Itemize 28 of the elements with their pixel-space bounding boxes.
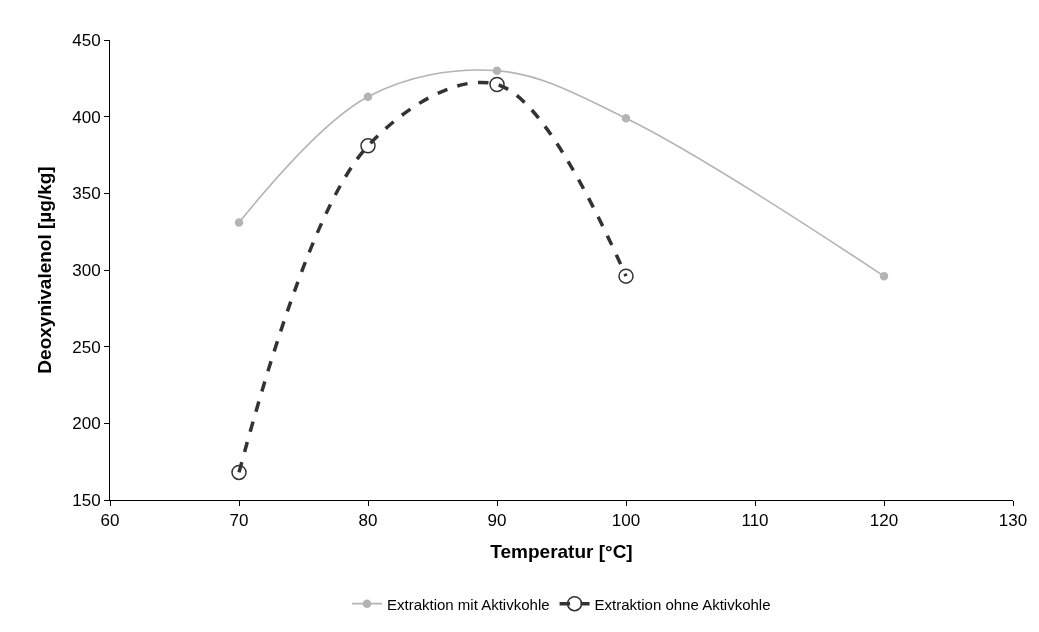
x-tick-label: 130 — [998, 511, 1028, 531]
point — [618, 268, 634, 284]
y-tick-label: 450 — [72, 30, 101, 50]
y-tick-label: 150 — [72, 490, 101, 510]
x-tick-label: 110 — [741, 511, 769, 531]
x-tick-label: 100 — [611, 511, 641, 531]
point — [360, 138, 376, 154]
y-tick-label: 400 — [72, 107, 101, 127]
x-tick-label: 120 — [869, 511, 899, 531]
x-tick-label: 90 — [487, 511, 507, 531]
x-tick-label: 70 — [229, 511, 249, 531]
point — [234, 218, 244, 227]
legend-label: Extraktion ohne Aktivkohle — [594, 595, 771, 613]
x-axis-title: Temperatur [°C] — [490, 541, 633, 563]
y-tick-label: 200 — [72, 414, 101, 434]
point — [363, 92, 373, 101]
legend-label: Extraktion mit Aktivkohle — [387, 595, 550, 613]
y-tick-label: 350 — [72, 184, 101, 204]
point — [621, 113, 631, 123]
point — [231, 464, 247, 481]
y-tick-label: 250 — [72, 337, 101, 357]
point — [492, 66, 502, 75]
x-tick-label: 80 — [358, 511, 378, 531]
y-axis-title: Deoxynivalenol [µg/kg] — [34, 166, 56, 374]
point — [879, 271, 889, 281]
point — [489, 76, 505, 93]
y-tick-label: 300 — [72, 260, 101, 280]
x-tick-label: 60 — [100, 511, 120, 531]
